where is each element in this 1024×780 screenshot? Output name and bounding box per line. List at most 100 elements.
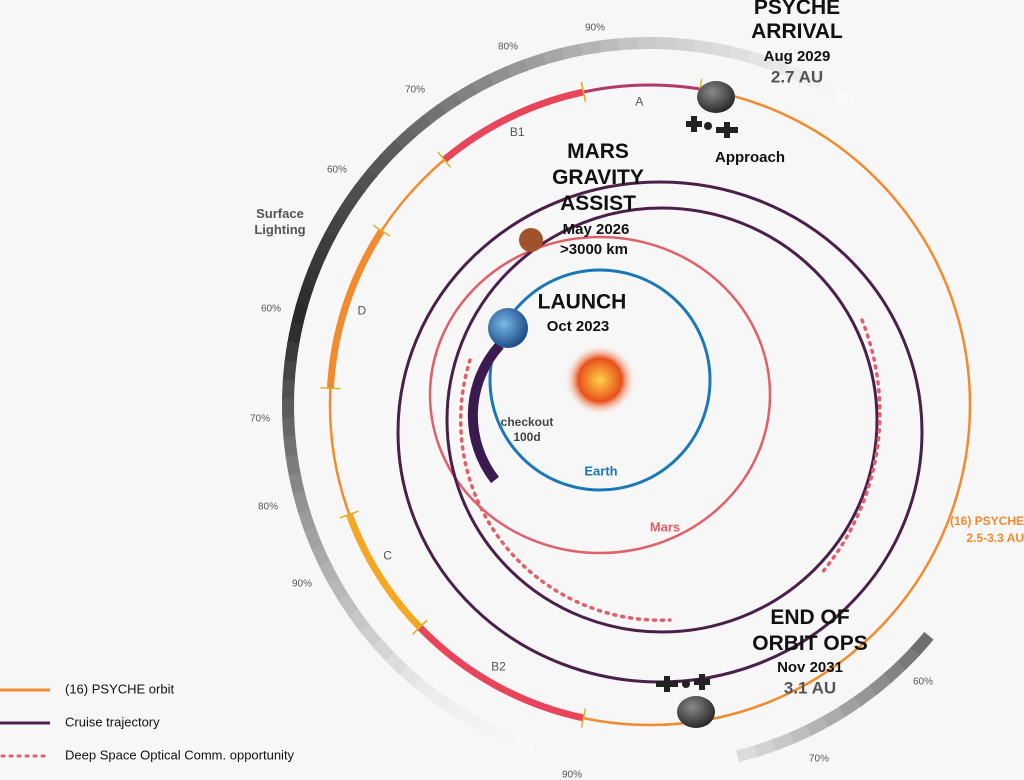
segment-tick: [412, 619, 428, 635]
lighting-band: [307, 249, 328, 274]
lighting-band: [288, 472, 306, 497]
launch-date: Oct 2023: [547, 318, 610, 335]
lighting-band: [897, 645, 921, 670]
lighting-percent: 60%: [327, 165, 347, 176]
lighting-band: [292, 491, 311, 516]
lighting-band: [282, 360, 297, 383]
lighting-band: [328, 577, 350, 603]
lighting-band: [421, 103, 446, 127]
lighting-band: [301, 267, 320, 292]
lighting-band: [298, 509, 317, 534]
lighting-band: [413, 677, 438, 701]
lighting-band: [282, 379, 295, 402]
spacecraft-icon: [686, 116, 738, 138]
lighting-band: [910, 631, 934, 656]
lighting-band: [283, 436, 298, 459]
mars-label: Mars: [650, 519, 680, 534]
lighting-percent: 90%: [585, 23, 605, 34]
arrival-distance: 2.7 AU: [771, 67, 823, 86]
lighting-band: [287, 322, 304, 346]
lighting-percent: 80%: [498, 42, 518, 53]
lighting-band: [883, 659, 908, 683]
checkout-arc: [467, 341, 504, 484]
segment-label: B2: [491, 660, 506, 674]
lighting-band: [290, 303, 308, 328]
lighting-percent: 60%: [261, 304, 281, 315]
arrival-title: PSYCHE ARRIVAL: [751, 0, 843, 43]
lighting-band: [295, 285, 314, 310]
orbit-segments: [320, 78, 703, 728]
segment-tick: [437, 151, 452, 169]
lighting-band: [311, 544, 332, 569]
segment-label: D: [357, 304, 366, 318]
segment-tick: [372, 224, 391, 237]
lighting-band: [709, 42, 733, 59]
lighting-band: [736, 744, 761, 763]
orbit-segment: [326, 228, 385, 389]
lighting-band: [596, 38, 619, 53]
mars-icon: [519, 228, 543, 252]
lighting-band: [789, 723, 814, 744]
lighting-band: [406, 115, 431, 138]
segment-tick: [320, 386, 341, 390]
lighting-band: [838, 695, 864, 718]
optical-comm-arc: [458, 358, 672, 622]
lighting-band: [360, 624, 383, 649]
asteroid-icon: [697, 81, 735, 113]
surface-lighting-label: Surface Lighting: [254, 206, 305, 237]
orbit-segment: [417, 624, 585, 722]
cruise-trajectory: [445, 206, 879, 634]
lighting-band: [539, 47, 564, 66]
lighting-band: [315, 232, 336, 257]
mars-assist-title: MARS GRAVITY ASSIST: [552, 140, 644, 215]
lighting-percent: 90%: [562, 770, 582, 780]
segment-tick: [580, 82, 587, 102]
lighting-band: [392, 127, 417, 151]
lighting-band: [285, 454, 302, 478]
segment-label: A: [635, 94, 643, 108]
end-ops-date: Nov 2031: [777, 659, 843, 676]
segment-label: C: [383, 549, 392, 563]
lighting-band: [831, 88, 856, 110]
lighting-band: [558, 43, 583, 61]
lighting-band: [771, 731, 797, 751]
lighting-band: [469, 74, 494, 95]
lighting-band: [428, 689, 454, 712]
lighting-band: [385, 652, 410, 676]
lighting-band: [672, 37, 695, 52]
lighting-band: [366, 154, 390, 179]
earth-label: Earth: [584, 463, 617, 478]
lighting-band: [727, 45, 752, 63]
lighting-percent: 70%: [250, 414, 270, 425]
lighting-band: [477, 719, 502, 740]
lighting-band: [379, 140, 403, 165]
lighting-band: [337, 593, 360, 619]
lighting-percent: 80%: [258, 502, 278, 513]
lighting-band: [615, 37, 638, 51]
legend: (16) PSYCHE orbit Cruise trajectory Deep…: [0, 681, 295, 762]
orbit-segment: [442, 88, 585, 163]
lighting-band: [452, 83, 478, 105]
segment-tick: [339, 510, 359, 519]
lighting-band: [577, 40, 601, 57]
lighting-band: [333, 199, 355, 224]
approach-label: Approach: [715, 149, 785, 166]
lighting-band: [399, 665, 424, 689]
sun: [564, 344, 636, 416]
asteroid-icon: [677, 696, 715, 728]
psyche-orbit-label: (16) PSYCHE 2.5-3.3 AU: [950, 514, 1024, 545]
mars-orbit: [428, 235, 772, 555]
launch-title: LAUNCH: [538, 291, 627, 314]
lighting-band: [690, 39, 714, 55]
lighting-band: [653, 37, 676, 50]
legend-label: (16) PSYCHE orbit: [65, 681, 174, 696]
lighting-band: [372, 638, 396, 663]
lighting-band: [436, 92, 462, 115]
lighting-band: [348, 609, 372, 634]
lighting-band: [460, 710, 486, 732]
lighting-percent: 70%: [809, 754, 829, 765]
lighting-percent: 90%: [292, 579, 312, 590]
surface-lighting-arc: [282, 37, 934, 763]
optical-comm-arc: [818, 318, 882, 577]
